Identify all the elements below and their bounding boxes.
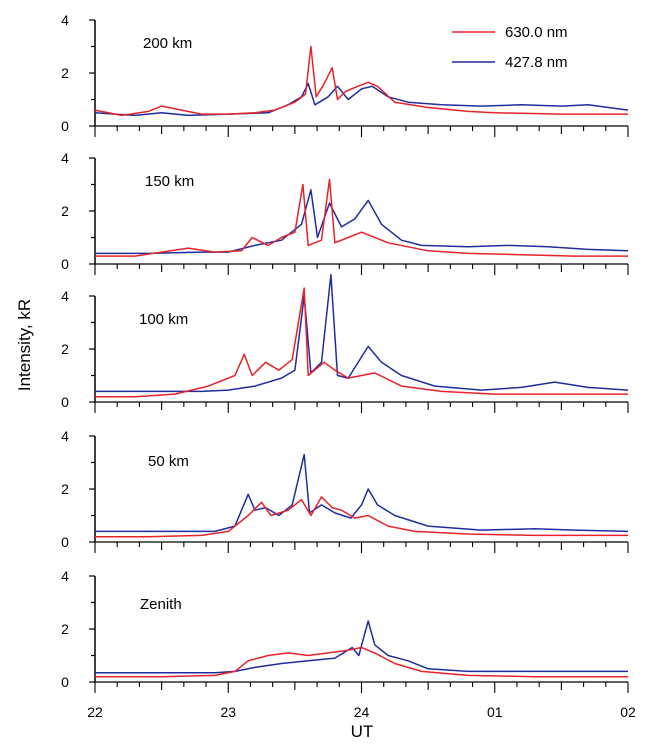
panel-label: Zenith (140, 596, 182, 613)
y-tick-label: 0 (61, 118, 69, 134)
y-tick-label: 0 (61, 674, 69, 690)
series-line (94, 82, 629, 117)
series-line (95, 274, 629, 393)
y-tick-label: 2 (61, 481, 69, 497)
y-tick-label: 4 (61, 568, 69, 584)
legend: 630.0 nm 427.8 nm (452, 24, 568, 71)
x-tick-label: 01 (487, 704, 503, 720)
panel-1: 0 2 4 200 km (61, 12, 629, 137)
y-tick-label: 2 (61, 65, 69, 81)
panel-3: 0 2 4 100 km (61, 274, 629, 413)
y-tick-label: 4 (61, 428, 69, 444)
y-tick-label: 2 (61, 341, 69, 357)
series-line (95, 287, 628, 398)
y-tick-label: 0 (61, 256, 69, 272)
series-line (95, 178, 628, 257)
panel-label: 100 km (139, 311, 188, 328)
x-tick-label: 02 (620, 704, 636, 720)
series-line (95, 646, 628, 678)
x-tick-label: 24 (354, 704, 370, 720)
y-tick-label: 4 (61, 288, 69, 304)
legend-label: 427.8 nm (505, 54, 568, 71)
x-tick-label: 23 (220, 704, 236, 720)
y-tick-label: 4 (61, 12, 69, 28)
y-tick-label: 2 (61, 621, 69, 637)
y-tick-label: 0 (61, 534, 69, 550)
series-line (95, 189, 629, 255)
y-axis-title: Intensity, kR (15, 299, 34, 391)
panel-label: 200 km (143, 35, 192, 52)
panel-label: 150 km (145, 173, 194, 190)
series-line (95, 496, 628, 538)
y-tick-label: 4 (61, 150, 69, 166)
panel-4: 0 2 4 50 km (61, 428, 629, 553)
x-tick-label: 22 (87, 704, 103, 720)
series-line (94, 45, 628, 117)
legend-label: 630.0 nm (505, 24, 568, 41)
y-tick-label: 0 (61, 394, 69, 410)
panel-label: 50 km (148, 453, 189, 470)
x-axis-title: UT (351, 722, 374, 741)
series-line (95, 453, 629, 533)
panel-2: 0 2 4 150 km (61, 150, 629, 275)
y-tick-label: 2 (61, 203, 69, 219)
